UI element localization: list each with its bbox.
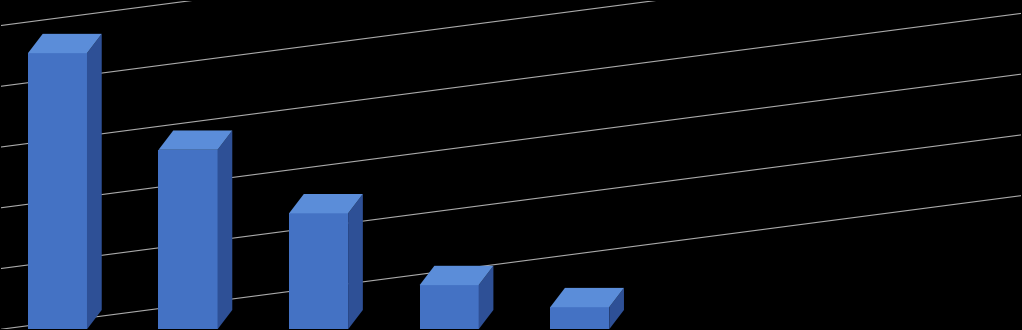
- Polygon shape: [289, 194, 363, 213]
- Polygon shape: [349, 194, 363, 329]
- Polygon shape: [218, 130, 232, 329]
- Polygon shape: [158, 130, 232, 150]
- Polygon shape: [420, 266, 494, 285]
- Polygon shape: [87, 34, 102, 329]
- Polygon shape: [28, 34, 102, 53]
- FancyBboxPatch shape: [550, 307, 609, 329]
- Polygon shape: [478, 266, 494, 329]
- Polygon shape: [550, 288, 624, 307]
- Polygon shape: [609, 288, 624, 329]
- FancyBboxPatch shape: [158, 150, 218, 329]
- FancyBboxPatch shape: [420, 285, 478, 329]
- FancyBboxPatch shape: [289, 213, 349, 329]
- FancyBboxPatch shape: [28, 53, 87, 329]
